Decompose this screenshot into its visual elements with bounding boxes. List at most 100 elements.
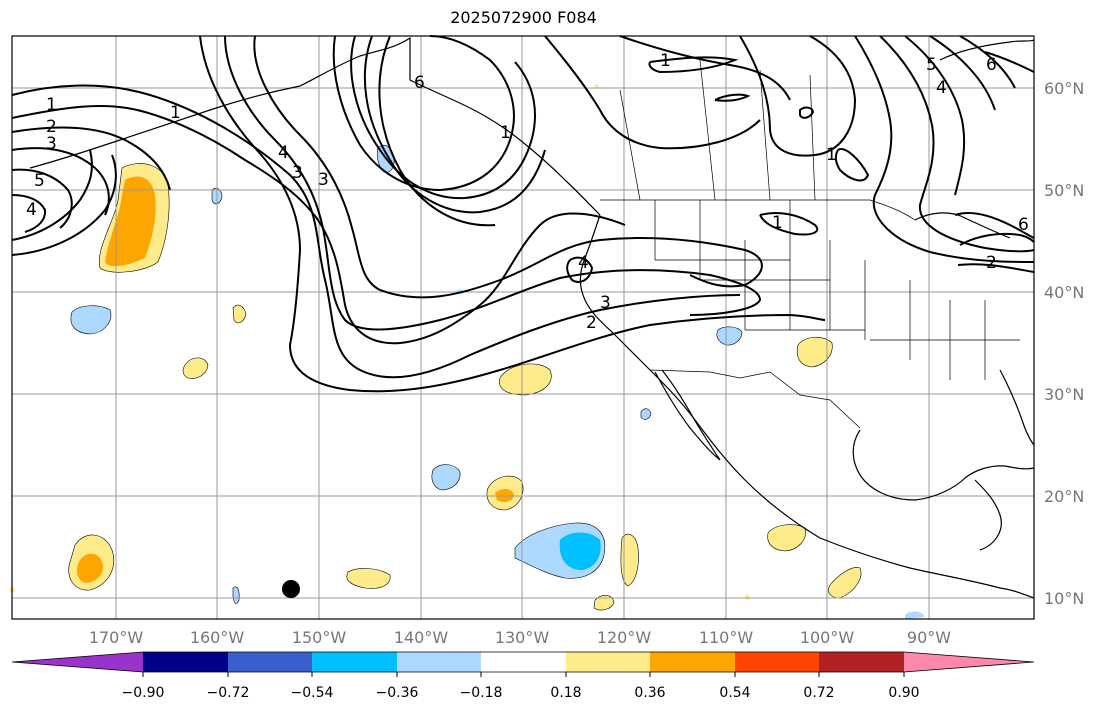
colorbar-segment xyxy=(819,652,904,672)
lon-tick-label: 140°W xyxy=(394,628,449,647)
contour-east-5 xyxy=(959,35,1016,89)
anomaly-negative xyxy=(905,611,925,619)
contour-label: 3 xyxy=(46,134,57,154)
contour-west-3 xyxy=(11,126,171,191)
lat-tick-label: 30°N xyxy=(1044,385,1084,404)
anomaly-negative xyxy=(640,408,652,420)
contour-lines xyxy=(11,35,1035,393)
contour-small-5 xyxy=(834,148,870,182)
lon-tick-label: 110°W xyxy=(699,628,754,647)
lat-tick-label: 60°N xyxy=(1044,79,1084,98)
yucatan xyxy=(974,479,1002,551)
contour-nc-1 xyxy=(739,35,857,157)
colorbar-tick-label: 0.36 xyxy=(634,685,665,701)
contour-label: 2 xyxy=(986,253,997,273)
anomaly-positive xyxy=(828,567,862,599)
colorbar-tick-label: −0.18 xyxy=(460,685,503,701)
contour-west-8 xyxy=(11,154,117,256)
colorbar-segment xyxy=(566,652,650,672)
longitude-labels: 170°W 160°W 150°W 140°W 130°W 120°W 110°… xyxy=(89,628,951,647)
anomaly-negative-core xyxy=(559,532,601,570)
west-coast xyxy=(579,214,1035,599)
anomaly-positive xyxy=(620,533,639,587)
colorbar-segment xyxy=(735,652,819,672)
map-background xyxy=(12,36,1034,619)
contour-label: 2 xyxy=(586,313,597,333)
contour-label: 4 xyxy=(936,78,947,98)
colorbar-tick-label: 0.90 xyxy=(888,685,919,701)
colorbar-segment xyxy=(312,652,397,672)
colorbar-tick-label: −0.72 xyxy=(207,685,250,701)
location-marker xyxy=(282,580,300,598)
contour-small-6 xyxy=(799,106,815,119)
contour-label: 1 xyxy=(660,51,671,71)
hudson-region xyxy=(939,39,1035,61)
anomaly-positive-core xyxy=(77,553,104,583)
colorbar-tick-label: 0.72 xyxy=(803,685,834,701)
anomaly-positive xyxy=(182,357,209,379)
anomaly-positive xyxy=(593,595,615,611)
lon-tick-label: 120°W xyxy=(597,628,652,647)
colorbar-tick-label: 0.18 xyxy=(550,685,581,701)
baja-california xyxy=(654,369,721,461)
anomaly-positive xyxy=(744,594,750,601)
contour-small-1 xyxy=(759,212,819,236)
lon-tick-label: 100°W xyxy=(800,628,855,647)
colorbar-tick-label: −0.54 xyxy=(291,685,334,701)
anomaly-positive xyxy=(594,84,599,89)
alaska-coast xyxy=(299,36,601,216)
colorbar-extend-high xyxy=(904,652,1034,672)
contour-label: 6 xyxy=(414,73,425,93)
florida xyxy=(999,369,1035,446)
contour-east-2 xyxy=(879,35,1035,253)
contour-label: 1 xyxy=(46,95,57,115)
contour-label: 4 xyxy=(26,200,37,220)
contour-label: 1 xyxy=(170,103,181,123)
contour-west-6 xyxy=(11,194,47,233)
contour-long-1 xyxy=(253,35,763,299)
lat-tick-label: 50°N xyxy=(1044,181,1084,200)
contour-east-6 xyxy=(984,51,1035,73)
contour-east-3 xyxy=(904,35,966,196)
contour-gulf-2 xyxy=(350,35,536,200)
contour-label: 5 xyxy=(34,171,45,191)
contour-west-1 xyxy=(11,84,741,379)
great-lakes xyxy=(914,212,1011,239)
contour-label: 1 xyxy=(500,123,511,143)
anomaly-negative xyxy=(232,586,240,604)
anomaly-positive xyxy=(346,568,391,589)
contour-gulf-3 xyxy=(363,35,546,214)
anomaly-positive xyxy=(767,524,806,552)
contour-small-3 xyxy=(648,56,739,74)
contour-label: 3 xyxy=(318,170,329,190)
contour-label: 1 xyxy=(826,145,837,165)
contour-east-4 xyxy=(929,35,996,111)
anomaly-negative xyxy=(431,464,461,491)
lon-tick-label: 150°W xyxy=(292,628,347,647)
anomaly-positive xyxy=(232,304,247,324)
colorbar-segment xyxy=(650,652,735,672)
contour-west-4 xyxy=(11,147,110,216)
us-canada-border xyxy=(600,199,916,221)
contour-long-2 xyxy=(224,35,762,331)
contour-east-1 xyxy=(854,35,1035,263)
anomaly-positive xyxy=(499,363,552,396)
anomaly-negative xyxy=(716,326,743,346)
map-frame xyxy=(11,35,1035,620)
colorbar-tick-label: −0.90 xyxy=(122,685,165,701)
lon-tick-label: 130°W xyxy=(495,628,550,647)
anomaly-positive xyxy=(796,336,833,368)
colorbar-segment xyxy=(397,652,481,672)
contour-label: 1 xyxy=(772,213,783,233)
contour-label: 6 xyxy=(1018,215,1029,235)
colorbar-segment xyxy=(228,652,312,672)
contour-labels: 1 2 3 5 4 1 4 3 3 6 1 1 1 5 6 4 6 2 3 2 … xyxy=(26,51,1029,333)
colorbar-extend-low xyxy=(12,652,143,672)
contour-gulf-4 xyxy=(378,35,496,227)
gulf-of-mexico-coast xyxy=(852,429,1035,501)
contour-long-3 xyxy=(199,35,826,393)
latitude-labels: 60°N 50°N 40°N 30°N 20°N 10°N xyxy=(1044,79,1084,608)
shaded-anomalies xyxy=(9,84,925,619)
map-title: 2025072900 F084 xyxy=(450,8,597,27)
